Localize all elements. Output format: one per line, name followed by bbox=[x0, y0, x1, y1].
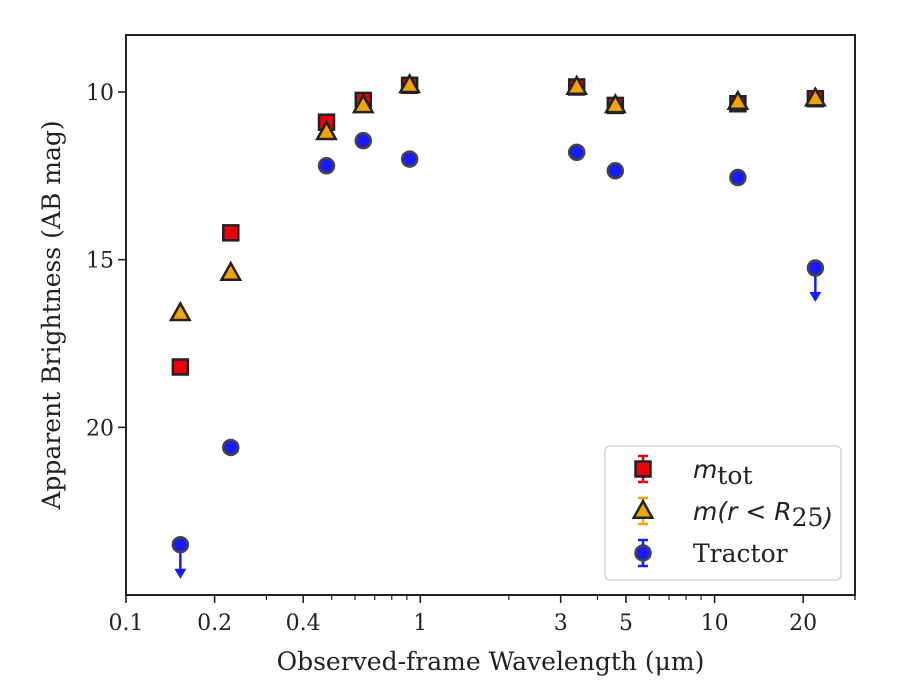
data-markers bbox=[168, 72, 827, 554]
data-point bbox=[603, 92, 627, 114]
data-point bbox=[565, 74, 589, 95]
y-tick-label: 20 bbox=[86, 416, 114, 441]
data-point bbox=[803, 86, 827, 107]
data-point bbox=[317, 157, 336, 175]
x-axis-ticks: 0.1 0.2 0.4 1 3 5 10 20 bbox=[109, 595, 856, 636]
legend-label-part: m(r < R bbox=[693, 497, 792, 526]
data-point bbox=[171, 358, 190, 376]
x-tick-label: 0.1 bbox=[109, 611, 144, 636]
legend-marker bbox=[634, 544, 652, 562]
data-point bbox=[400, 150, 419, 168]
y-tick-label: 15 bbox=[86, 249, 114, 274]
data-point bbox=[567, 143, 586, 162]
upper-limit-arrow-head bbox=[809, 292, 822, 303]
y-axis-label: Apparent Brightness (AB mag) bbox=[37, 120, 66, 510]
y-axis-ticks: 10 15 20 bbox=[86, 81, 126, 441]
legend-marker bbox=[634, 460, 652, 478]
legend-marker bbox=[631, 498, 655, 519]
data-point bbox=[171, 535, 190, 554]
x-tick-label: 5 bbox=[619, 611, 633, 636]
y-tick-label: 10 bbox=[86, 81, 114, 106]
data-point bbox=[315, 119, 338, 141]
legend-label: Tractor bbox=[693, 539, 788, 568]
data-point bbox=[806, 259, 825, 277]
data-point bbox=[222, 224, 240, 242]
data-point bbox=[354, 131, 373, 150]
x-tick-label: 10 bbox=[701, 611, 729, 636]
x-tick-label: 0.4 bbox=[286, 611, 321, 636]
data-point bbox=[729, 168, 747, 187]
legend-label: m(r < R25) bbox=[693, 497, 833, 532]
data-point bbox=[606, 162, 625, 180]
data-point bbox=[219, 260, 243, 282]
legend-box bbox=[604, 445, 842, 581]
data-point bbox=[168, 300, 192, 322]
x-tick-label: 0.2 bbox=[197, 611, 232, 636]
legend-label: mtot bbox=[693, 455, 753, 490]
plot-frame bbox=[125, 34, 856, 596]
legend-label-part: m bbox=[693, 455, 717, 484]
upper-limit-arrows bbox=[174, 276, 822, 579]
data-point bbox=[222, 438, 240, 457]
legend: mtot m(r < R25) Tractor bbox=[604, 445, 842, 581]
x-tick-label: 20 bbox=[789, 611, 817, 636]
data-point bbox=[726, 89, 750, 111]
data-point bbox=[398, 72, 422, 94]
legend-label-part: tot bbox=[717, 461, 752, 490]
x-axis-label: Observed-frame Wavelength (μm) bbox=[277, 647, 705, 676]
data-point bbox=[351, 92, 375, 114]
x-tick-label: 1 bbox=[413, 611, 427, 636]
upper-limit-arrow-head bbox=[174, 568, 187, 579]
legend-label-part: 25 bbox=[792, 503, 824, 532]
x-tick-label: 3 bbox=[554, 611, 568, 636]
legend-label-part: Tractor bbox=[693, 539, 788, 568]
legend-label-part: ) bbox=[821, 503, 833, 532]
